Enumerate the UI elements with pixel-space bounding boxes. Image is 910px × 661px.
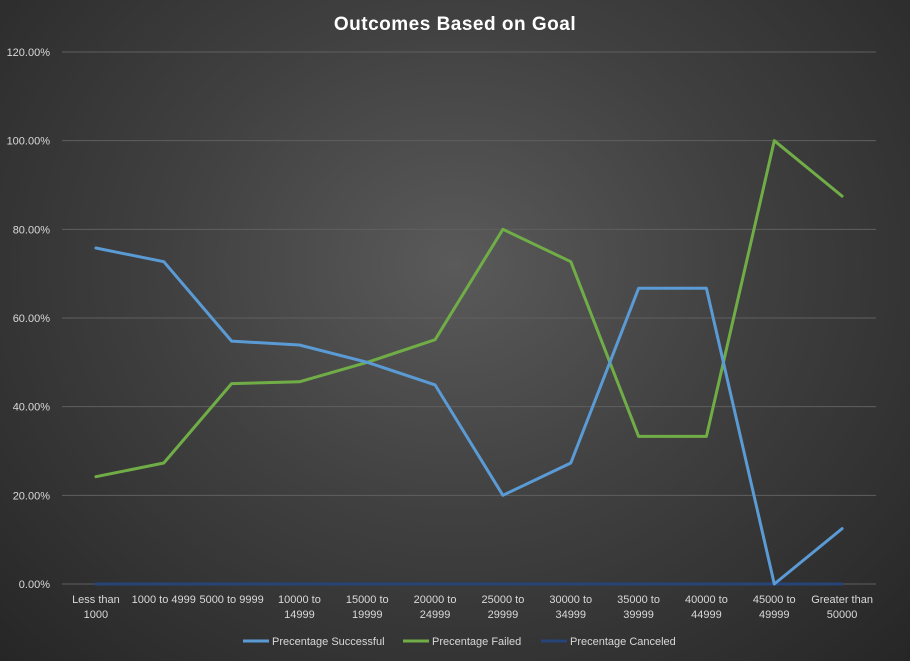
y-tick-label: 60.00% xyxy=(13,313,51,325)
x-tick-label: 44999 xyxy=(691,609,722,621)
series-line xyxy=(94,246,844,586)
gridlines xyxy=(62,51,876,585)
y-tick-label: 0.00% xyxy=(19,579,50,591)
x-tick-label: 39999 xyxy=(623,609,654,621)
x-tick-label: 19999 xyxy=(352,609,383,621)
x-tick-label: 29999 xyxy=(488,609,519,621)
x-tick-label: 20000 to xyxy=(414,594,457,606)
x-tick-label: 25000 to xyxy=(482,594,525,606)
x-tick-label: 30000 to xyxy=(549,594,592,606)
x-tick-label: 1000 xyxy=(84,609,108,621)
x-tick-label: 14999 xyxy=(284,609,315,621)
x-tick-label: Less than xyxy=(72,594,120,606)
chart-title: Outcomes Based on Goal xyxy=(334,14,576,35)
legend-label: Precentage Failed xyxy=(432,636,521,648)
y-tick-label: 40.00% xyxy=(13,402,51,414)
legend-label: Precentage Successful xyxy=(272,636,385,648)
x-tick-label: 10000 to xyxy=(278,594,321,606)
legend: Precentage Successful Precentage Failed Pr… xyxy=(243,636,676,648)
x-tick-label: 15000 to xyxy=(346,594,389,606)
x-tick-label: 24999 xyxy=(420,609,451,621)
series-lines xyxy=(94,139,844,586)
y-axis-ticks: 0.00% 20.00% 40.00% 60.00% 80.00% 100.00% 120.… xyxy=(7,47,51,591)
x-tick-label: Greater than xyxy=(811,594,873,606)
y-tick-label: 100.00% xyxy=(7,136,51,148)
legend-label: Precentage Canceled xyxy=(570,636,676,648)
x-tick-label: 35000 to xyxy=(617,594,660,606)
y-tick-label: 20.00% xyxy=(13,490,51,502)
y-tick-label: 80.00% xyxy=(13,224,51,236)
x-tick-label: 50000 xyxy=(827,609,858,621)
x-axis-ticks: Less than 1000 1000 to 4999 5000 to 9999 100… xyxy=(72,594,873,621)
series-line xyxy=(94,139,844,479)
x-tick-label: 45000 to xyxy=(753,594,796,606)
x-tick-label: 40000 to xyxy=(685,594,728,606)
x-tick-label: 34999 xyxy=(555,609,586,621)
y-tick-label: 120.00% xyxy=(7,47,51,59)
x-tick-label: 1000 to 4999 xyxy=(132,594,196,606)
x-tick-label: 49999 xyxy=(759,609,790,621)
x-tick-label: 5000 to 9999 xyxy=(199,594,263,606)
